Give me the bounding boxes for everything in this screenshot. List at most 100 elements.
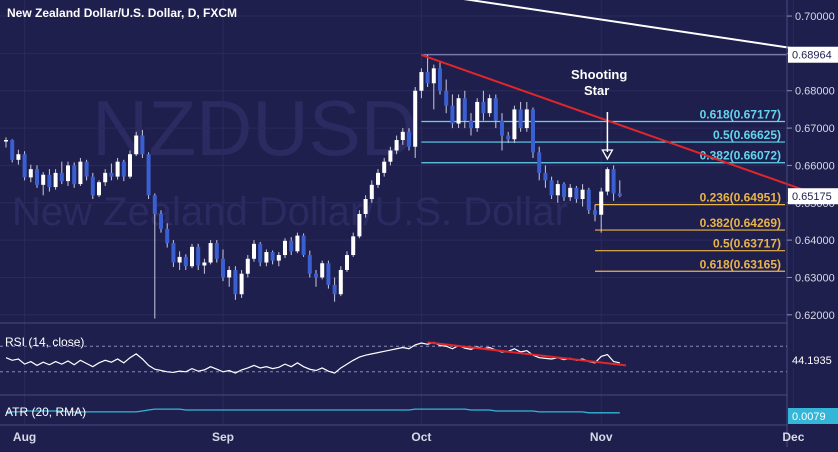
candle-body — [407, 131, 411, 147]
candle-body — [97, 182, 101, 196]
rsi-line — [5, 341, 620, 374]
watermark-name: New Zealand Dollar/U.S. Dollar — [12, 190, 568, 234]
candle-body — [605, 169, 610, 192]
price-axis[interactable]: 0.700000.690000.680000.670000.660000.650… — [787, 11, 838, 322]
candle-body — [438, 68, 442, 91]
candle-body — [276, 255, 281, 261]
rsi-trendline — [427, 341, 627, 367]
atr-pane: 0.0079 — [6, 408, 838, 424]
candle-body — [289, 240, 294, 252]
candle-body — [531, 109, 535, 153]
candle-body — [543, 172, 548, 181]
candle-body — [469, 120, 473, 129]
candle-body — [419, 72, 424, 91]
candle-body — [493, 98, 498, 121]
arrow-head — [601, 149, 614, 161]
candle-body — [357, 213, 362, 237]
candle-body — [171, 243, 176, 263]
price-badge — [788, 46, 838, 63]
fib-level-label: 0.5(0.66625) — [713, 128, 781, 142]
candle-body — [109, 172, 114, 177]
candle-body — [425, 72, 430, 84]
candle-body — [196, 246, 201, 266]
candle-body — [90, 176, 95, 196]
candle-body — [214, 243, 219, 259]
candle-body — [574, 187, 579, 200]
candle-body — [506, 135, 511, 140]
candle-body — [128, 154, 132, 177]
candle-body — [518, 109, 523, 129]
candle-body — [431, 68, 436, 84]
candle-body — [301, 235, 306, 256]
candle-body — [444, 90, 449, 106]
candle-body — [16, 154, 21, 160]
candle-body — [252, 243, 256, 259]
x-tick-label: Dec — [782, 430, 804, 444]
fib-level-label: 0.618(0.63165) — [700, 257, 781, 271]
candle-body — [326, 263, 331, 285]
candle-body — [84, 161, 89, 177]
candle-body — [208, 243, 213, 263]
rsi-value-label: 44.1935 — [792, 355, 832, 367]
y-tick-label: 0.64000 — [795, 235, 835, 247]
x-tick-label: Sep — [212, 430, 234, 444]
fib-level-label: 0.382(0.66072) — [700, 149, 781, 163]
rsi-pane: 44.1935 — [0, 341, 838, 374]
candle-body — [586, 189, 591, 211]
candle-body — [450, 105, 455, 124]
y-tick-label: 0.67000 — [795, 123, 835, 135]
rsi-label: RSI (14, close) — [5, 335, 84, 349]
fib-level-label: 0.236(0.64951) — [700, 191, 781, 205]
candle-body — [332, 284, 337, 295]
fib-level-label: 0.618(0.67177) — [700, 107, 781, 121]
candle-body — [283, 240, 287, 256]
candle-body — [500, 120, 504, 136]
candle-body — [47, 174, 52, 188]
candle-body — [512, 109, 517, 140]
candle-body — [320, 263, 325, 278]
candle-body — [562, 184, 566, 198]
candle-body — [549, 180, 554, 196]
candle-body — [593, 210, 597, 215]
candle-body — [394, 140, 399, 151]
candle-body — [258, 243, 263, 263]
candle-body — [555, 184, 560, 196]
price-badge-label: 0.68964 — [792, 50, 832, 62]
y-tick-label: 0.62000 — [795, 310, 835, 322]
time-axis[interactable]: AugSepOctNovDec21 — [13, 430, 838, 444]
atr-line — [6, 408, 620, 414]
candle-body — [165, 228, 170, 244]
candle-body — [487, 98, 492, 114]
candle-body — [41, 174, 46, 185]
candle-body — [400, 131, 405, 141]
x-tick-label: Aug — [13, 430, 36, 444]
candle-body — [190, 246, 194, 267]
candle-body — [537, 152, 542, 173]
candle-body — [413, 90, 418, 147]
trendline-red-downtrend — [421, 53, 838, 204]
candle-body — [53, 172, 58, 188]
candle-body — [456, 98, 461, 124]
candle-body — [28, 169, 33, 178]
candle-body — [524, 109, 529, 129]
candle-body — [183, 256, 188, 267]
fib-level-label: 0.5(0.63717) — [713, 237, 781, 251]
candle-body — [363, 199, 368, 214]
price-badge — [788, 188, 838, 205]
candle-body — [617, 193, 622, 197]
candle-body — [66, 165, 70, 182]
candle-body — [159, 213, 163, 229]
candle-body — [233, 269, 238, 295]
candle-body — [140, 135, 145, 155]
atr-label: ATR (20, RMA) — [5, 405, 86, 419]
candle-body — [134, 135, 139, 155]
candle-body — [338, 269, 343, 295]
candle-body — [382, 161, 387, 173]
candle-body — [270, 252, 275, 261]
candle-body — [35, 169, 39, 185]
candle-body — [59, 172, 64, 182]
candle-body — [481, 101, 486, 114]
candle-body — [314, 273, 318, 278]
